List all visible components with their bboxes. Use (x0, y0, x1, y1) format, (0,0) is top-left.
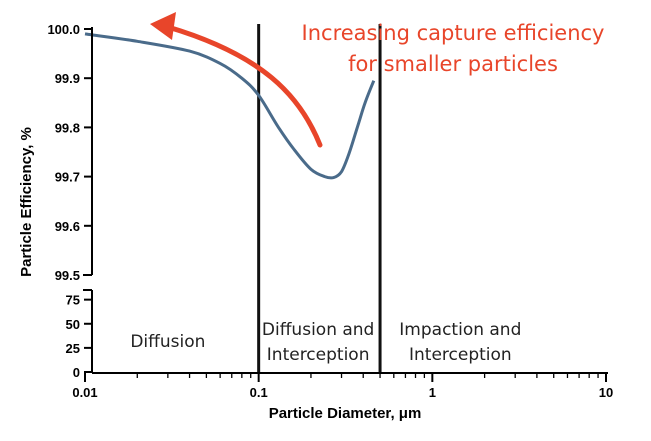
arrowhead-icon (150, 12, 176, 40)
x-axis-label: Particle Diameter, μm (269, 405, 422, 422)
y-tick-label: 50 (66, 317, 80, 332)
arrow-icon (163, 23, 323, 148)
region-label: Diffusion (130, 332, 205, 352)
series-layer (84, 32, 376, 180)
region-label: Impaction and (399, 320, 521, 340)
region-label: Interception (409, 345, 512, 365)
y-tick-label: 0 (73, 365, 80, 380)
x-tick-label: 1 (429, 385, 436, 400)
y-tick-label: 100.0 (47, 22, 80, 37)
plot-area (257, 24, 382, 373)
annotation-text: for smaller particles (348, 52, 558, 76)
efficiency-curve (84, 32, 376, 180)
region-label: Interception (267, 345, 370, 365)
x-tick-label: 10 (599, 385, 613, 400)
y-tick-label: 99.5 (55, 268, 80, 283)
annotation: Increasing capture efficiency for smaller… (150, 12, 605, 148)
y-tick-label: 99.8 (55, 120, 80, 135)
y-axis-label: Particle Efficiency, % (18, 127, 35, 277)
region-labels: Diffusion Diffusion and Interception Impact… (130, 320, 521, 365)
x-tick-label: 0.01 (72, 385, 97, 400)
axes (83, 27, 608, 382)
region-label: Diffusion and (262, 320, 374, 340)
y-tick-label: 99.7 (55, 170, 80, 185)
y-tick-label: 25 (66, 341, 80, 356)
y-tick-label: 99.9 (55, 71, 80, 86)
y-tick-label: 75 (66, 293, 80, 308)
x-tick-label: 0.1 (250, 385, 268, 400)
tick-labels: 99.5 99.6 99.7 99.8 99.9 100.0 0 25 50 75 0.01 0.1 1… (47, 22, 613, 400)
annotation-text: Increasing capture efficiency (302, 21, 605, 45)
y-tick-label: 99.6 (55, 219, 80, 234)
